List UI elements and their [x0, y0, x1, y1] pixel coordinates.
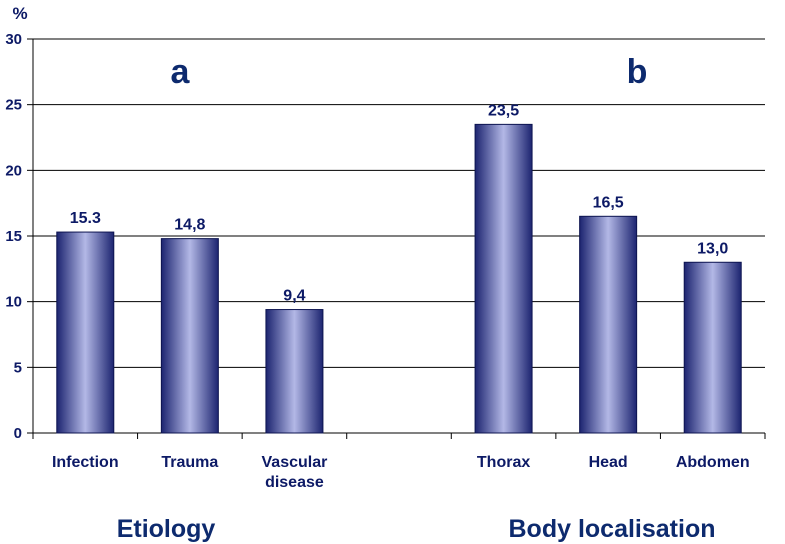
y-axis-unit: %	[12, 4, 27, 23]
y-tick-label: 5	[14, 359, 22, 376]
y-tick-label: 30	[5, 31, 22, 48]
bar-head	[579, 215, 638, 434]
labels: 0 5 10 15 20 25 30% 15.3 Infection 14,8 Trauma 9,4 V…	[5, 4, 749, 543]
gridlines	[33, 38, 765, 368]
bar-trauma	[160, 238, 219, 434]
x-tick-label: Vascular disease	[262, 454, 328, 491]
y-tick-label: 20	[5, 162, 22, 179]
data-label: 9,4	[283, 288, 305, 305]
group-label: Etiology	[117, 515, 216, 543]
bar-vascular-disease	[265, 309, 324, 434]
group-label: Body localisation	[509, 515, 716, 543]
data-label: 14,8	[174, 217, 205, 234]
axes	[27, 38, 766, 439]
bar-thorax	[474, 123, 533, 434]
x-tick-label: Head	[589, 454, 628, 471]
panel-letter: b	[627, 53, 648, 91]
data-label: 15.3	[70, 210, 101, 227]
y-tick-label: 15	[5, 228, 22, 245]
bars	[56, 123, 742, 434]
x-tick-label: Thorax	[477, 454, 530, 471]
panel-letter: a	[171, 53, 191, 91]
data-label: 13,0	[697, 240, 728, 257]
data-label: 23,5	[488, 102, 519, 119]
data-label: 16,5	[593, 194, 624, 211]
y-tick-label: 10	[5, 294, 22, 311]
y-tick-label: 25	[5, 97, 22, 114]
y-tick-label: 0	[14, 425, 22, 442]
bar-abdomen	[683, 261, 742, 434]
x-tick-label: Abdomen	[676, 454, 750, 471]
x-tick-label: Trauma	[161, 454, 218, 471]
x-tick-label: Infection	[52, 454, 119, 471]
bar-infection	[56, 231, 115, 434]
